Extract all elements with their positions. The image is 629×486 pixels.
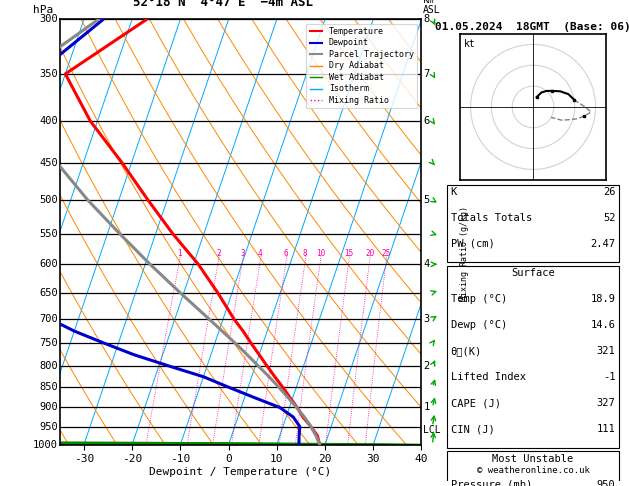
Text: 6: 6 xyxy=(284,249,289,258)
Text: 01.05.2024  18GMT  (Base: 06): 01.05.2024 18GMT (Base: 06) xyxy=(435,21,629,32)
Text: θᴇ(K): θᴇ(K) xyxy=(450,346,482,356)
Text: 900: 900 xyxy=(39,402,58,413)
Text: LCL: LCL xyxy=(423,425,441,435)
Text: 750: 750 xyxy=(39,338,58,348)
Text: CAPE (J): CAPE (J) xyxy=(450,398,501,408)
Text: Pressure (mb): Pressure (mb) xyxy=(450,480,532,486)
Text: 800: 800 xyxy=(39,361,58,371)
Text: 20: 20 xyxy=(365,249,374,258)
Text: Temp (°C): Temp (°C) xyxy=(450,295,507,304)
Text: 2: 2 xyxy=(216,249,221,258)
Text: Totals Totals: Totals Totals xyxy=(450,213,532,223)
Text: 3: 3 xyxy=(240,249,245,258)
Text: 1000: 1000 xyxy=(33,440,58,450)
Text: 550: 550 xyxy=(39,228,58,239)
Text: 7: 7 xyxy=(423,69,430,79)
Text: 111: 111 xyxy=(597,424,616,434)
Text: 52: 52 xyxy=(603,213,616,223)
Text: K: K xyxy=(450,187,457,197)
Text: Dewp (°C): Dewp (°C) xyxy=(450,320,507,330)
Text: Surface: Surface xyxy=(511,268,555,278)
Text: 1: 1 xyxy=(423,402,430,413)
Legend: Temperature, Dewpoint, Parcel Trajectory, Dry Adiabat, Wet Adiabat, Isotherm, Mi: Temperature, Dewpoint, Parcel Trajectory… xyxy=(306,24,417,108)
Text: 15: 15 xyxy=(344,249,353,258)
Text: 950: 950 xyxy=(597,480,616,486)
Text: 4: 4 xyxy=(423,259,430,269)
Text: 3: 3 xyxy=(423,313,430,324)
Text: -1: -1 xyxy=(603,372,616,382)
Bar xyxy=(447,266,619,448)
Text: CIN (J): CIN (J) xyxy=(450,424,494,434)
Text: 18.9: 18.9 xyxy=(591,295,616,304)
Text: 650: 650 xyxy=(39,288,58,297)
Text: km
ASL: km ASL xyxy=(423,0,441,15)
Text: 26: 26 xyxy=(603,187,616,197)
Text: 850: 850 xyxy=(39,382,58,392)
Text: Mixing Ratio (g/kg): Mixing Ratio (g/kg) xyxy=(460,206,469,301)
Text: 25: 25 xyxy=(381,249,391,258)
Text: 52°18'N  4°47'E  −4m ASL: 52°18'N 4°47'E −4m ASL xyxy=(133,0,313,9)
Text: 350: 350 xyxy=(39,69,58,79)
Text: 5: 5 xyxy=(423,195,430,205)
Text: 2: 2 xyxy=(423,361,430,371)
Text: 10: 10 xyxy=(316,249,325,258)
Text: 2.47: 2.47 xyxy=(591,239,616,249)
Text: 1: 1 xyxy=(177,249,182,258)
X-axis label: Dewpoint / Temperature (°C): Dewpoint / Temperature (°C) xyxy=(150,467,331,477)
Bar xyxy=(447,451,619,486)
Text: 700: 700 xyxy=(39,313,58,324)
Text: 8: 8 xyxy=(303,249,308,258)
Text: 950: 950 xyxy=(39,421,58,432)
Text: 327: 327 xyxy=(597,398,616,408)
Text: 321: 321 xyxy=(597,346,616,356)
Text: hPa: hPa xyxy=(33,5,53,15)
Text: Most Unstable: Most Unstable xyxy=(493,454,574,464)
Text: © weatheronline.co.uk: © weatheronline.co.uk xyxy=(477,467,589,475)
Bar xyxy=(447,185,619,262)
Text: 300: 300 xyxy=(39,15,58,24)
Text: 4: 4 xyxy=(258,249,262,258)
Text: 600: 600 xyxy=(39,259,58,269)
Text: 500: 500 xyxy=(39,195,58,205)
Text: Lifted Index: Lifted Index xyxy=(450,372,526,382)
Text: 400: 400 xyxy=(39,116,58,126)
Text: kt: kt xyxy=(464,38,476,49)
Text: 8: 8 xyxy=(423,15,430,24)
Text: PW (cm): PW (cm) xyxy=(450,239,494,249)
Text: 14.6: 14.6 xyxy=(591,320,616,330)
Text: 450: 450 xyxy=(39,157,58,168)
Text: 6: 6 xyxy=(423,116,430,126)
